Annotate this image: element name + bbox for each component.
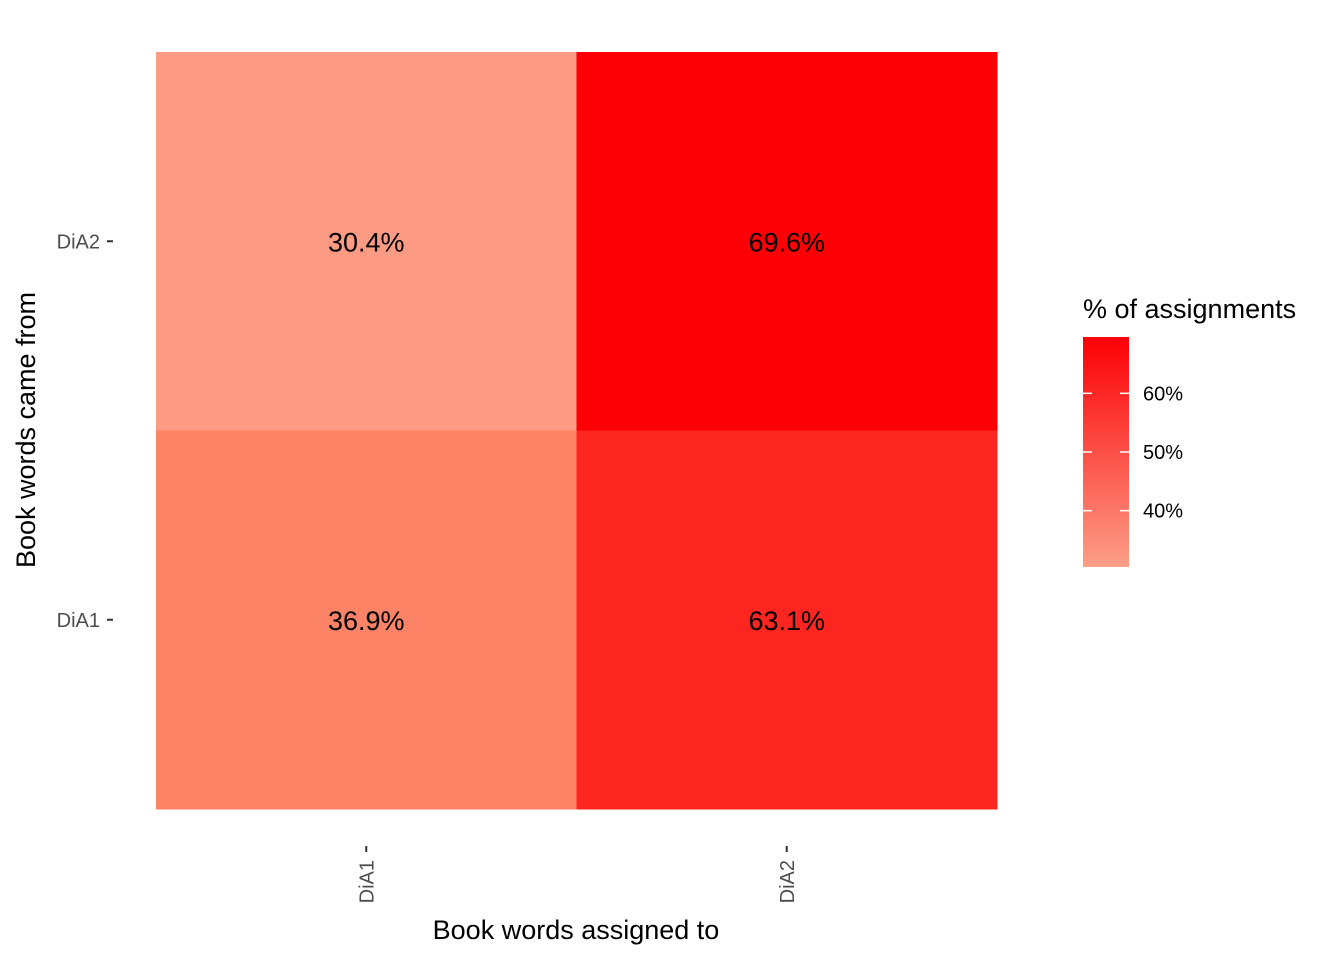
legend-tick-label: 50%: [1143, 442, 1183, 464]
y-tick-label: DiA2: [57, 231, 100, 253]
legend-tick-label: 40%: [1143, 501, 1183, 523]
heatmap-cell-dia1-dia2: [156, 52, 577, 431]
x-axis: DiA1 DiA2: [356, 846, 799, 903]
heatmap-cell-dia1-dia1: [156, 430, 577, 810]
y-tick-label: DiA1: [57, 610, 100, 632]
x-tick-label: DiA2: [777, 860, 799, 903]
cell-value-label: 63.1%: [748, 606, 825, 636]
heatmap-cell-dia2-dia1: [576, 430, 998, 810]
legend-tick-label: 60%: [1143, 383, 1183, 405]
heatmap-cell-dia2-dia2: [576, 52, 998, 431]
cell-value-label: 36.9%: [328, 606, 405, 636]
color-legend: % of assignments 40% 50% 60%: [1083, 294, 1296, 567]
cell-value-label: 30.4%: [328, 227, 405, 257]
y-axis-title: Book words came from: [11, 292, 41, 568]
legend-ticks: 40% 50% 60%: [1083, 383, 1183, 523]
legend-title: % of assignments: [1083, 294, 1296, 324]
cell-value-label: 69.6%: [748, 227, 825, 257]
y-axis: DiA1 DiA2: [57, 231, 113, 632]
heatmap-cells: 30.4% 69.6% 36.9% 63.1%: [156, 52, 998, 810]
x-tick-label: DiA1: [356, 860, 378, 903]
x-axis-title: Book words assigned to: [433, 915, 720, 945]
